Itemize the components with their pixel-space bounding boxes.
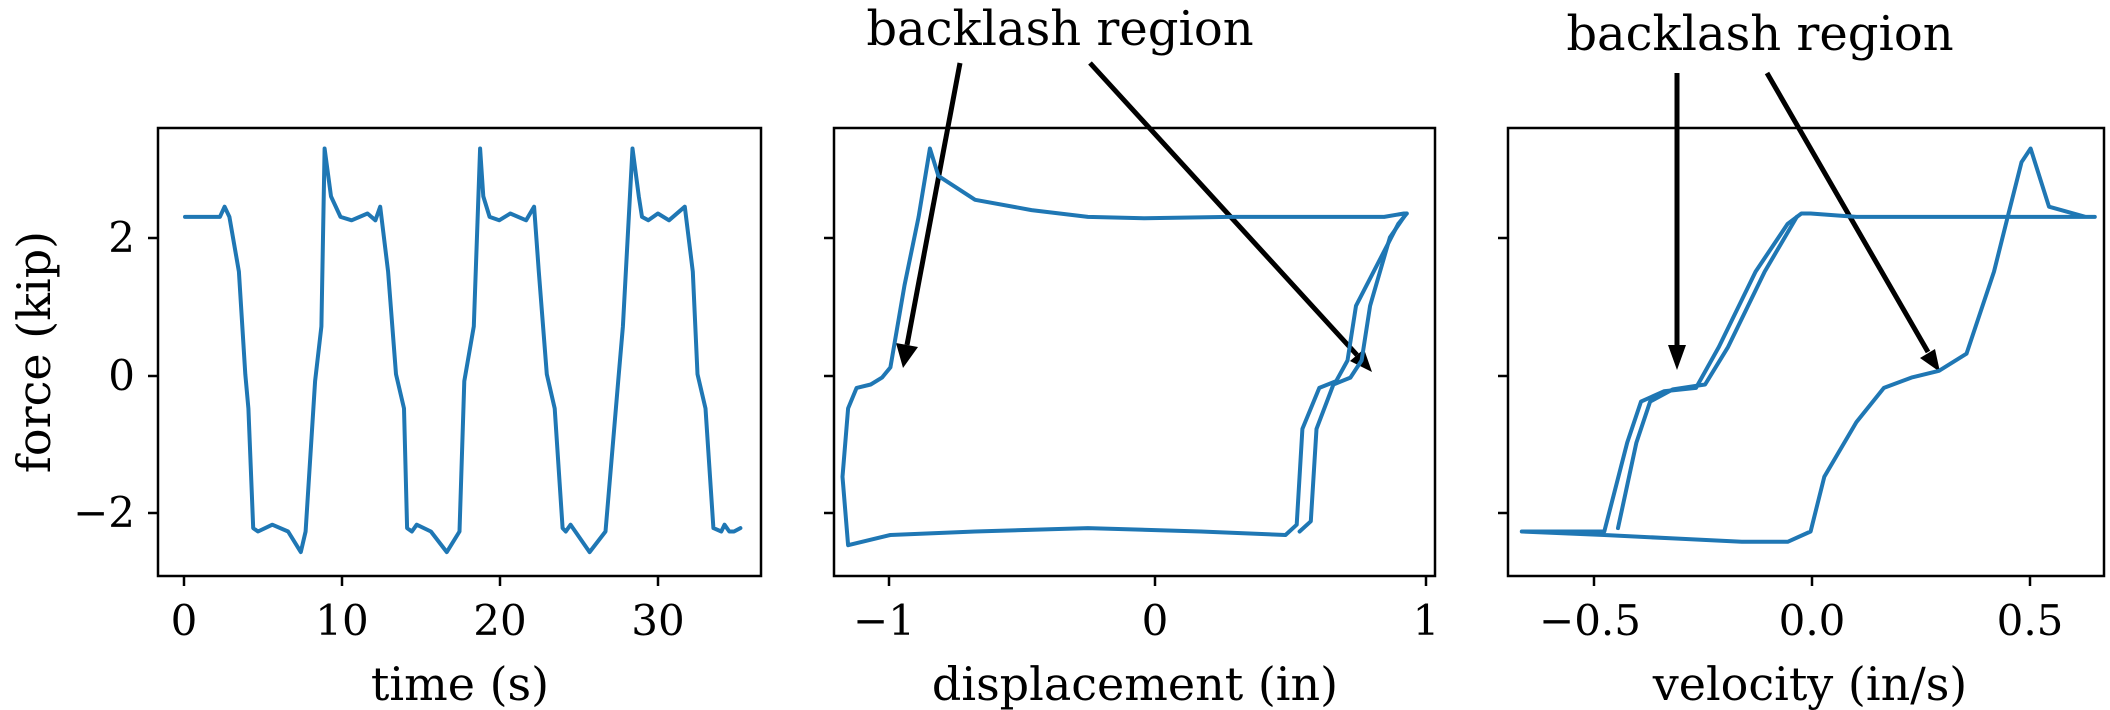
annotation-label-right: backlash region xyxy=(1566,6,1953,62)
series-line-2-1 xyxy=(1616,214,1799,531)
arrowhead-right-right xyxy=(1920,349,1940,372)
series-line-1-1 xyxy=(1297,214,1406,534)
x-axis-velocity: −0.5 0.0 0.5 velocity (in/s) xyxy=(1539,576,2063,710)
series-group-displacement xyxy=(840,146,1409,548)
arrow-right-right xyxy=(1764,71,1931,354)
y-axis-time: 2 0 −2 force (kip) xyxy=(7,213,158,537)
series-line-1-0 xyxy=(840,146,1409,548)
x-axis-label-time: time (s) xyxy=(371,657,549,710)
x-tick-label-0.0: 0.0 xyxy=(1779,596,1846,645)
x-axis-label-velocity: velocity (in/s) xyxy=(1652,657,1968,710)
x-tick-label-1: 1 xyxy=(1413,596,1440,645)
series-group-velocity xyxy=(1519,146,2097,544)
y-tick-label-neg2: −2 xyxy=(73,488,135,537)
x-tick-label-10: 10 xyxy=(315,596,368,645)
panel-time: 2 0 −2 force (kip) 0 10 20 30 time (s) xyxy=(7,126,763,710)
x-tick-label-neg0.5: −0.5 xyxy=(1539,596,1641,645)
plot-frame-time xyxy=(156,126,763,578)
x-axis-label-displacement: displacement (in) xyxy=(932,657,1338,710)
annotation-label-middle: backlash region xyxy=(866,1,1253,57)
panel-velocity: −0.5 0.0 0.5 velocity (in/s) xyxy=(1498,126,2106,710)
series-line-0-0 xyxy=(183,146,743,555)
arrow-middle-left xyxy=(904,62,963,346)
panel-displacement: −1 0 1 displacement (in) xyxy=(824,126,1439,710)
annotation-arrows xyxy=(896,61,1940,372)
x-axis-time: 0 10 20 30 time (s) xyxy=(171,576,685,710)
arrowhead-right-left xyxy=(1668,345,1686,370)
plot-frame-displacement xyxy=(832,126,1437,578)
y-axis-label: force (kip) xyxy=(7,231,61,473)
y-axis-velocity xyxy=(1498,236,1508,515)
x-tick-label-0.5: 0.5 xyxy=(1997,596,2064,645)
y-axis-displacement xyxy=(824,236,834,515)
y-tick-label-2: 2 xyxy=(108,213,135,262)
series-line-2-0 xyxy=(1519,146,2097,544)
x-tick-label-neg1: −1 xyxy=(853,596,915,645)
x-tick-label-30: 30 xyxy=(631,596,684,645)
series-group-time xyxy=(183,146,743,555)
x-tick-label-0: 0 xyxy=(171,596,198,645)
x-tick-label-0: 0 xyxy=(1142,596,1169,645)
y-tick-label-0: 0 xyxy=(108,351,135,400)
x-axis-displacement: −1 0 1 displacement (in) xyxy=(853,576,1439,710)
plot-frame-velocity xyxy=(1506,126,2106,578)
arrowhead-middle-left xyxy=(896,343,918,368)
x-tick-label-20: 20 xyxy=(473,596,526,645)
arrow-middle-right xyxy=(1088,61,1359,357)
